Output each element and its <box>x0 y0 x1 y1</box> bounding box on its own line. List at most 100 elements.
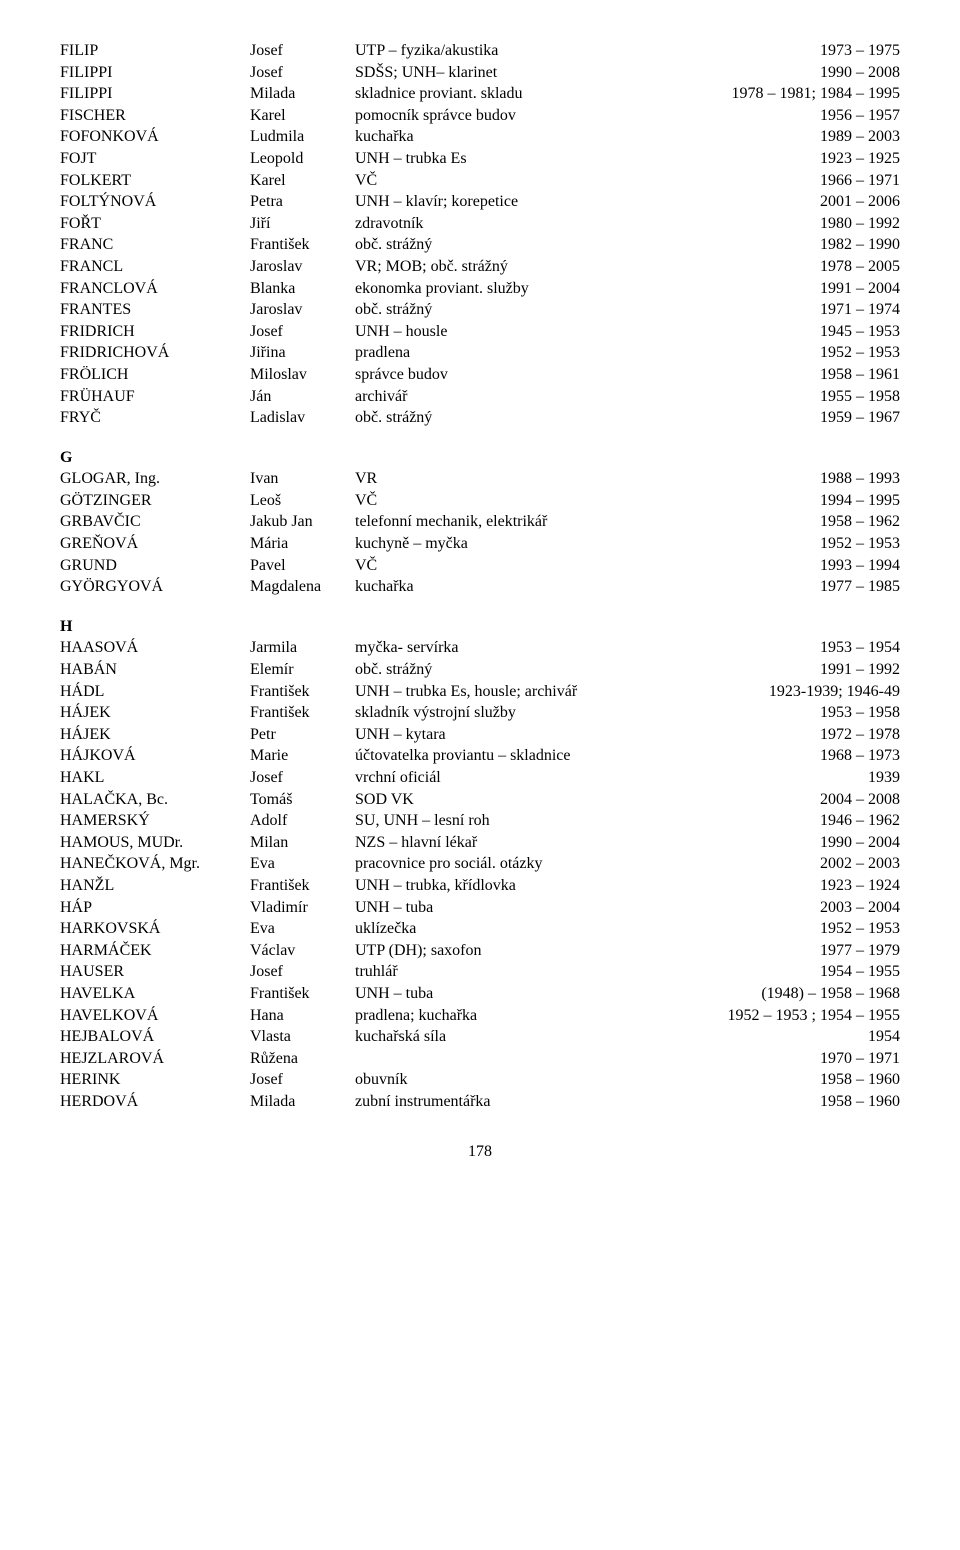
given-name-cell: Karel <box>250 170 355 192</box>
table-row: GYÖRGYOVÁMagdalenakuchařka1977 – 1985 <box>60 576 900 598</box>
given-name-cell: Blanka <box>250 278 355 300</box>
surname-cell: HARMÁČEK <box>60 940 250 962</box>
surname-cell: HÁJKOVÁ <box>60 745 250 767</box>
surname-cell: HÁDL <box>60 681 250 703</box>
table-row: HARMÁČEKVáclavUTP (DH); saxofon1977 – 19… <box>60 940 900 962</box>
given-name-cell: Jaroslav <box>250 299 355 321</box>
years-cell: 1973 – 1975 <box>680 40 900 62</box>
years-cell: 1952 – 1953 <box>680 342 900 364</box>
years-cell: 1966 – 1971 <box>680 170 900 192</box>
table-row: HÁJKOVÁMarieúčtovatelka proviantu – skla… <box>60 745 900 767</box>
years-cell: 1954 – 1955 <box>680 961 900 983</box>
years-cell: 1968 – 1973 <box>680 745 900 767</box>
given-name-cell: František <box>250 875 355 897</box>
years-cell: 1952 – 1953 <box>680 533 900 555</box>
role-cell: kuchařka <box>355 126 680 148</box>
role-cell: obč. strážný <box>355 407 680 429</box>
surname-cell: HAASOVÁ <box>60 637 250 659</box>
role-cell: pradlena <box>355 342 680 364</box>
role-cell: skladnice proviant. skladu <box>355 83 680 105</box>
role-cell: kuchařka <box>355 576 680 598</box>
table-row: FRANCLJaroslavVR; MOB; obč. strážný1978 … <box>60 256 900 278</box>
surname-cell: GÖTZINGER <box>60 490 250 512</box>
surname-cell: HÁJEK <box>60 724 250 746</box>
years-cell: 1978 – 1981; 1984 – 1995 <box>680 83 900 105</box>
years-cell: 1990 – 2004 <box>680 832 900 854</box>
given-name-cell: Pavel <box>250 555 355 577</box>
table-row: GLOGAR, Ing.IvanVR1988 – 1993 <box>60 468 900 490</box>
years-cell: 1958 – 1960 <box>680 1091 900 1113</box>
table-row: HANEČKOVÁ, Mgr.Evapracovnice pro sociál.… <box>60 853 900 875</box>
role-cell: VČ <box>355 490 680 512</box>
table-row: HANŽLFrantišekUNH – trubka, křídlovka192… <box>60 875 900 897</box>
given-name-cell: Růžena <box>250 1048 355 1070</box>
table-row: HAUSERJoseftruhlář1954 – 1955 <box>60 961 900 983</box>
given-name-cell: Ján <box>250 386 355 408</box>
surname-cell: FRIDRICHOVÁ <box>60 342 250 364</box>
given-name-cell: Elemír <box>250 659 355 681</box>
table-row: FRANCLOVÁBlankaekonomka proviant. služby… <box>60 278 900 300</box>
role-cell: zdravotník <box>355 213 680 235</box>
surname-cell: HANŽL <box>60 875 250 897</box>
surname-cell: FRANCL <box>60 256 250 278</box>
given-name-cell: Josef <box>250 321 355 343</box>
given-name-cell: František <box>250 234 355 256</box>
years-cell: 1954 <box>680 1026 900 1048</box>
role-cell: VR <box>355 468 680 490</box>
years-cell: 1971 – 1974 <box>680 299 900 321</box>
surname-cell: FRYČ <box>60 407 250 429</box>
surname-cell: FISCHER <box>60 105 250 127</box>
table-row: HAMOUS, MUDr.MilanNZS – hlavní lékař1990… <box>60 832 900 854</box>
years-cell: 1980 – 1992 <box>680 213 900 235</box>
table-row: FRIDRICHOVÁJiřinapradlena1952 – 1953 <box>60 342 900 364</box>
given-name-cell: František <box>250 702 355 724</box>
role-cell: NZS – hlavní lékař <box>355 832 680 854</box>
role-cell: kuchyně – myčka <box>355 533 680 555</box>
role-cell: UTP – fyzika/akustika <box>355 40 680 62</box>
role-cell: UNH – kytara <box>355 724 680 746</box>
given-name-cell: Mária <box>250 533 355 555</box>
given-name-cell: Miloslav <box>250 364 355 386</box>
role-cell: pomocník správce budov <box>355 105 680 127</box>
years-cell: 1991 – 2004 <box>680 278 900 300</box>
table-row: GÖTZINGERLeošVČ1994 – 1995 <box>60 490 900 512</box>
role-cell: UNH – klavír; korepetice <box>355 191 680 213</box>
role-cell: účtovatelka proviantu – skladnice <box>355 745 680 767</box>
table-block-h: HAASOVÁJarmilamyčka- servírka1953 – 1954… <box>60 637 900 1112</box>
role-cell: UNH – trubka Es, housle; archivář <box>355 681 680 703</box>
years-cell: 1991 – 1992 <box>680 659 900 681</box>
surname-cell: FRÜHAUF <box>60 386 250 408</box>
given-name-cell: Josef <box>250 961 355 983</box>
role-cell: UTP (DH); saxofon <box>355 940 680 962</box>
surname-cell: GRUND <box>60 555 250 577</box>
given-name-cell: Adolf <box>250 810 355 832</box>
section-heading-g: G <box>60 447 900 469</box>
role-cell: zubní instrumentářka <box>355 1091 680 1113</box>
table-row: FOŘTJiřízdravotník1980 – 1992 <box>60 213 900 235</box>
given-name-cell: Milada <box>250 1091 355 1113</box>
surname-cell: FILIPPI <box>60 62 250 84</box>
given-name-cell: Eva <box>250 853 355 875</box>
surname-cell: FRÖLICH <box>60 364 250 386</box>
given-name-cell: Petra <box>250 191 355 213</box>
surname-cell: GLOGAR, Ing. <box>60 468 250 490</box>
given-name-cell: Ivan <box>250 468 355 490</box>
given-name-cell: František <box>250 983 355 1005</box>
surname-cell: HEJZLAROVÁ <box>60 1048 250 1070</box>
years-cell: 1978 – 2005 <box>680 256 900 278</box>
role-cell: UNH – tuba <box>355 897 680 919</box>
role-cell: obč. strážný <box>355 299 680 321</box>
role-cell: UNH – tuba <box>355 983 680 1005</box>
surname-cell: HAVELKA <box>60 983 250 1005</box>
table-row: HABÁNElemírobč. strážný1991 – 1992 <box>60 659 900 681</box>
years-cell: 1958 – 1962 <box>680 511 900 533</box>
table-row: HALAČKA, Bc.TomášSOD VK2004 – 2008 <box>60 789 900 811</box>
years-cell: 1946 – 1962 <box>680 810 900 832</box>
role-cell: obč. strážný <box>355 659 680 681</box>
surname-cell: FOŘT <box>60 213 250 235</box>
given-name-cell: František <box>250 681 355 703</box>
surname-cell: HERDOVÁ <box>60 1091 250 1113</box>
surname-cell: HÁP <box>60 897 250 919</box>
table-row: HERDOVÁMiladazubní instrumentářka1958 – … <box>60 1091 900 1113</box>
surname-cell: HARKOVSKÁ <box>60 918 250 940</box>
